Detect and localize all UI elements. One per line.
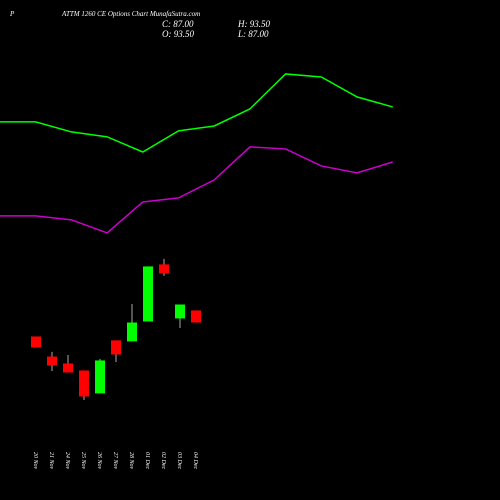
candle-body — [143, 266, 153, 322]
x-tick-label: 25 Nov — [80, 452, 86, 470]
low-label: L: 87.00 — [237, 29, 269, 39]
indicator-line — [0, 146, 393, 234]
candle-body — [191, 310, 201, 323]
candle-body — [175, 304, 185, 319]
x-tick-label: 21 Nov — [48, 452, 54, 470]
prefix: P — [9, 10, 15, 18]
candle-body — [95, 360, 105, 394]
close-label: C: 87.00 — [162, 19, 194, 29]
high-label: H: 93.50 — [237, 19, 270, 29]
chart-title: ATTM 1260 CE Options Chart MunafaSutra.c… — [61, 10, 200, 18]
candle-body — [47, 356, 57, 366]
x-tick-label: 28 Nov — [128, 452, 134, 470]
x-tick-label: 26 Nov — [96, 452, 102, 470]
x-tick-label: 01 Dec — [144, 452, 150, 469]
x-tick-label: 04 Dec — [192, 452, 199, 469]
candle-body — [159, 264, 169, 274]
x-tick-label: 27 Nov — [112, 452, 118, 470]
candle-body — [127, 322, 137, 342]
x-tick-label: 24 Nov — [64, 452, 71, 470]
open-label: O: 93.50 — [162, 29, 194, 39]
x-tick-label: 02 Dec — [160, 452, 166, 469]
candle-body — [79, 370, 89, 397]
indicator-line — [0, 73, 393, 153]
candle-body — [111, 340, 121, 355]
x-tick-label: 20 Nov — [32, 452, 38, 470]
candle-body — [31, 336, 41, 348]
x-tick-label: 03 Dec — [176, 452, 182, 469]
candle-body — [63, 363, 73, 373]
